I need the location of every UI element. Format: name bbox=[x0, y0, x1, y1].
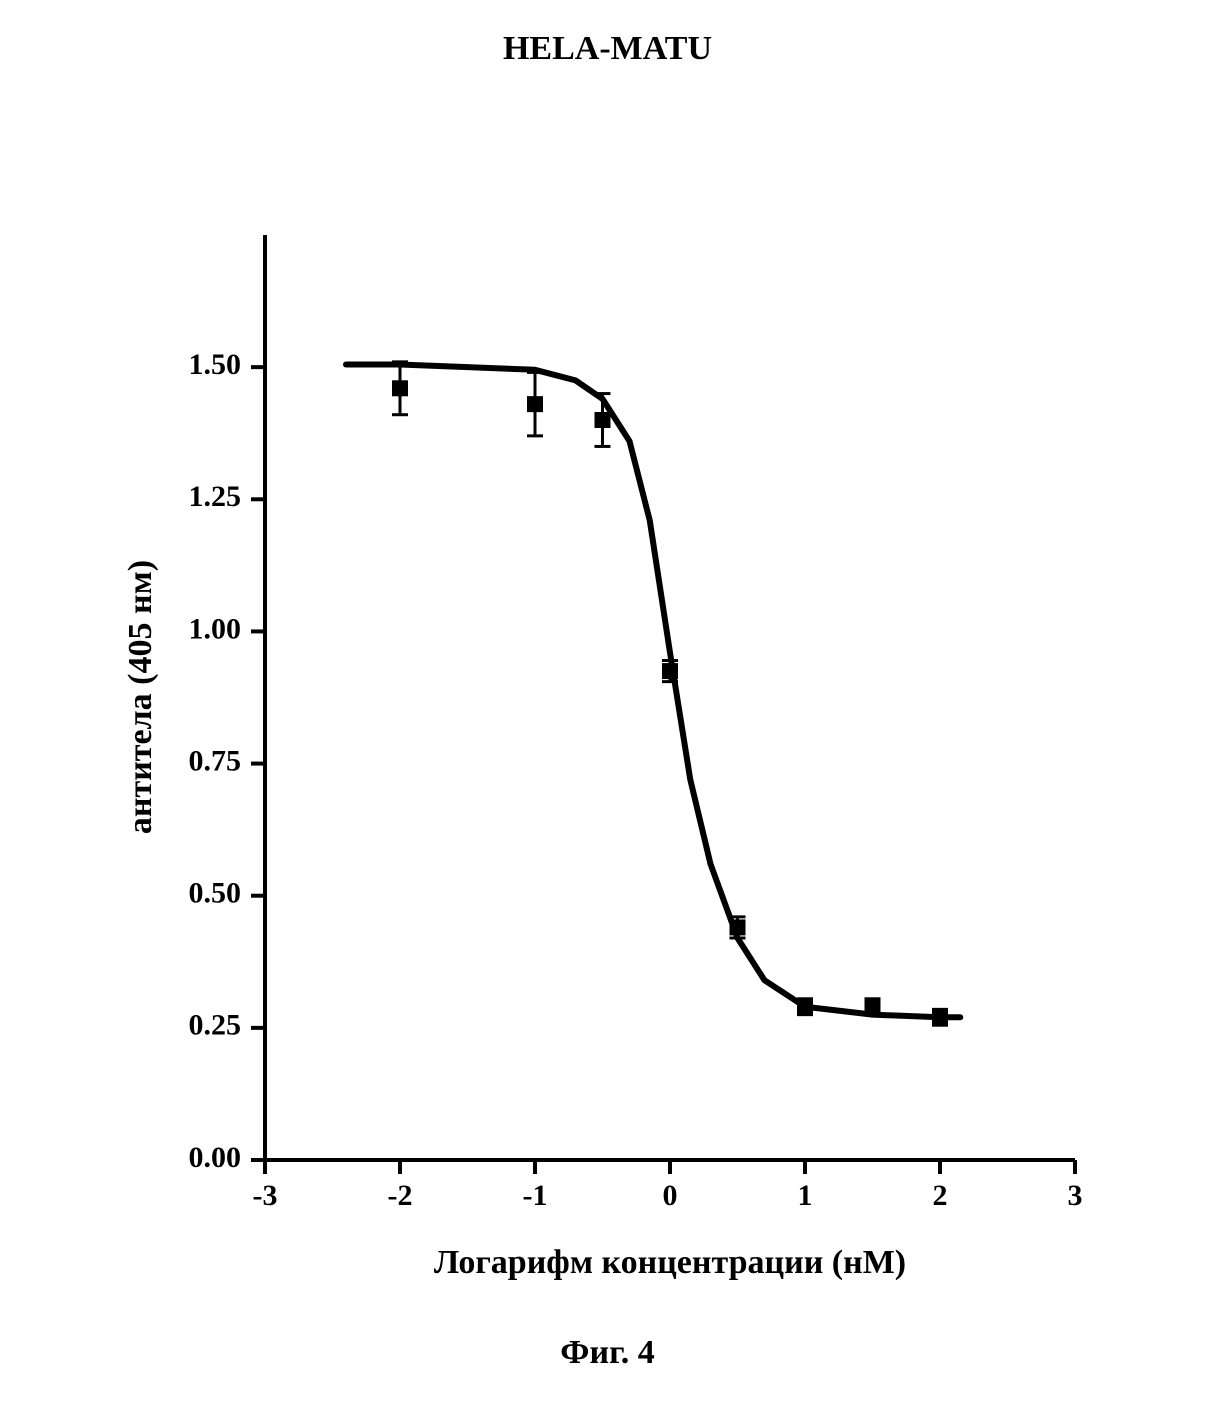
svg-text:1.00: 1.00 bbox=[189, 612, 242, 645]
svg-text:1.25: 1.25 bbox=[189, 480, 242, 513]
svg-text:0.50: 0.50 bbox=[189, 877, 242, 910]
svg-text:0.25: 0.25 bbox=[189, 1009, 242, 1042]
svg-text:2: 2 bbox=[933, 1179, 948, 1212]
svg-text:1.50: 1.50 bbox=[189, 348, 242, 381]
y-axis-label: антитела (405 нм) bbox=[122, 497, 160, 897]
x-axis-label: Логарифм концентрации (нМ) bbox=[265, 1244, 1075, 1282]
page: HELA-MATU -3-2-101230.000.250.500.751.00… bbox=[0, 0, 1215, 1421]
chart-svg: -3 -2 -1 0 1 2 3 0.00 0.25 0.50 0.75 1.00 1.25 1.50 bbox=[0, 0, 1215, 1421]
svg-text:0.00: 0.00 bbox=[189, 1141, 242, 1174]
svg-text:-2: -2 bbox=[388, 1179, 413, 1212]
svg-text:1: 1 bbox=[798, 1179, 813, 1212]
chart-container: -3 -2 -1 0 1 2 3 0.00 0.25 0.50 0.75 1.00 1.25 1.50 bbox=[0, 0, 1215, 1421]
svg-text:0: 0 bbox=[663, 1179, 678, 1212]
svg-text:3: 3 bbox=[1068, 1179, 1083, 1212]
svg-text:-3: -3 bbox=[253, 1179, 278, 1212]
svg-text:0.75: 0.75 bbox=[189, 744, 242, 777]
svg-text:-1: -1 bbox=[523, 1179, 548, 1212]
figure-caption: Фиг. 4 bbox=[0, 1334, 1215, 1372]
